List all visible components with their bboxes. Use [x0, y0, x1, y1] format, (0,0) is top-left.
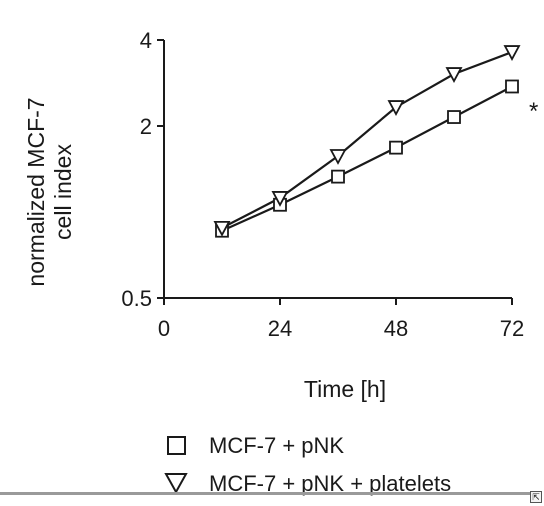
expand-corner-icon[interactable]: ⇱ — [530, 491, 542, 503]
significance-annotation: * — [529, 98, 538, 125]
series-lines — [221, 50, 513, 232]
legend-marker-triangle — [164, 473, 188, 495]
data-point-square — [389, 140, 403, 155]
series-markers — [213, 45, 521, 238]
data-point-triangle — [503, 45, 521, 61]
y-tick-label: 0.5 — [121, 286, 152, 311]
legend-marker-square — [167, 436, 186, 455]
ticks: 0 24 48 720.524 — [121, 28, 524, 341]
x-tick-label: 24 — [268, 316, 292, 341]
data-point-square — [331, 169, 345, 184]
x-axis-title: Time [h] — [304, 376, 386, 402]
series-line-2 — [221, 50, 513, 229]
data-point-triangle — [445, 67, 463, 83]
bottom-border — [0, 492, 531, 495]
x-tick-label: 0 — [158, 316, 170, 341]
data-point-triangle — [329, 149, 347, 165]
legend-label-series-2: MCF-7 + pNK + platelets — [209, 471, 451, 496]
y-tick-label: 2 — [140, 114, 152, 139]
x-tick-label: 72 — [500, 316, 524, 341]
legend: MCF-7 + pNK MCF-7 + pNK + platelets — [164, 433, 451, 496]
data-point-square — [505, 79, 519, 94]
series-line-1 — [221, 85, 513, 232]
x-tick-label: 48 — [384, 316, 408, 341]
data-point-triangle — [387, 100, 405, 116]
data-point-triangle — [271, 191, 289, 207]
y-axis-title-line-2: cell index — [50, 144, 76, 240]
data-point-triangle — [213, 220, 231, 237]
y-tick-label: 4 — [140, 28, 152, 53]
axes — [163, 40, 512, 299]
y-axis-title-line-1: normalized MCF-7 — [23, 97, 49, 286]
legend-label-series-1: MCF-7 + pNK — [209, 433, 344, 458]
data-point-square — [447, 110, 461, 124]
